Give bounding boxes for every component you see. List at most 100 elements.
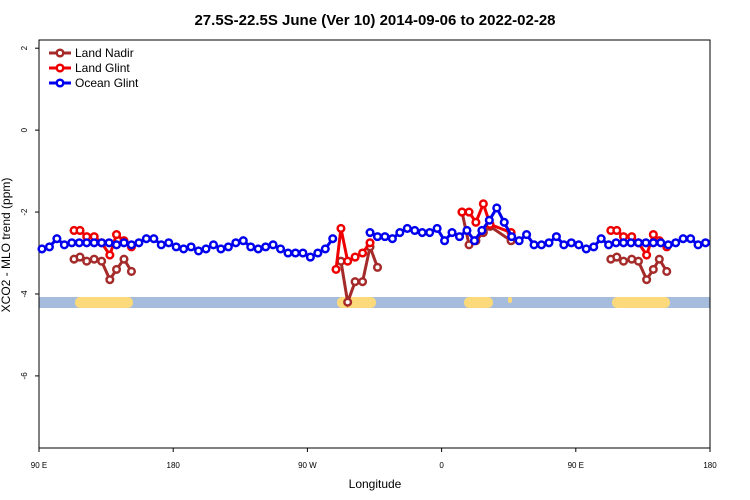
point	[186, 242, 196, 252]
point	[82, 238, 92, 248]
point	[648, 230, 658, 240]
point	[454, 232, 465, 242]
point	[365, 227, 375, 238]
point	[105, 275, 115, 285]
x-tick-label: 90 E	[31, 461, 47, 470]
point	[633, 238, 643, 248]
legend-marker	[55, 78, 65, 88]
y-tick-label: 2	[20, 45, 29, 50]
point	[104, 238, 114, 248]
point	[336, 223, 346, 233]
point	[387, 234, 397, 244]
point	[171, 242, 181, 252]
point	[440, 236, 450, 246]
point	[395, 227, 405, 238]
point	[447, 227, 457, 238]
point	[111, 230, 122, 240]
point	[89, 238, 99, 248]
point	[425, 227, 435, 238]
point	[464, 207, 474, 217]
point	[559, 240, 569, 250]
point	[544, 238, 554, 248]
point	[365, 238, 375, 248]
land-band	[612, 297, 670, 308]
point	[126, 266, 136, 276]
point	[119, 254, 129, 264]
y-axis-label: XCO2 - MLO trend (ppm)	[0, 178, 13, 313]
plot-frame	[38, 39, 711, 449]
legend-label: Land Glint	[75, 61, 130, 75]
point	[662, 266, 672, 276]
y-tick-label: -6	[20, 372, 29, 380]
point	[380, 232, 390, 242]
series-line	[73, 211, 669, 309]
point	[305, 252, 315, 262]
point	[402, 223, 412, 233]
point	[686, 234, 696, 244]
point	[432, 223, 442, 233]
legend-label: Land Nadir	[75, 46, 134, 60]
point	[141, 234, 151, 244]
point	[671, 238, 681, 248]
point	[208, 240, 219, 250]
point	[581, 244, 591, 254]
point	[417, 227, 427, 238]
point	[75, 225, 85, 236]
point	[179, 244, 189, 254]
point	[82, 256, 92, 266]
y-tick-label: 0	[20, 127, 29, 132]
point	[75, 252, 85, 262]
legend-marker	[55, 48, 65, 58]
point	[320, 244, 330, 254]
point	[693, 240, 703, 250]
point	[372, 262, 383, 272]
point	[290, 248, 301, 258]
point	[164, 238, 174, 248]
chart-title: 27.5S-22.5S June (Ver 10) 2014-09-06 to …	[194, 12, 555, 29]
point	[656, 238, 666, 248]
point	[499, 217, 509, 227]
point	[156, 240, 166, 250]
point	[105, 250, 115, 260]
point	[67, 238, 77, 248]
point	[246, 242, 256, 252]
point	[216, 244, 226, 254]
point	[59, 240, 69, 250]
point	[74, 238, 84, 248]
point	[231, 238, 241, 248]
point	[350, 252, 360, 262]
point	[478, 199, 488, 209]
point	[462, 225, 472, 236]
legend-marker	[55, 63, 65, 73]
point	[119, 238, 129, 248]
point	[372, 232, 383, 242]
point	[149, 234, 159, 244]
x-axis-label: Longitude	[349, 477, 402, 491]
point	[663, 240, 673, 250]
point	[626, 238, 636, 248]
point	[193, 246, 204, 256]
point	[642, 250, 652, 260]
land-band	[337, 297, 376, 308]
point	[268, 240, 278, 250]
point	[97, 256, 107, 266]
point	[574, 240, 584, 250]
point	[313, 248, 323, 258]
point	[641, 238, 651, 248]
point	[471, 217, 481, 227]
point	[44, 242, 54, 252]
point	[469, 236, 479, 246]
point	[529, 240, 539, 250]
point	[618, 238, 629, 248]
point	[358, 277, 368, 287]
point	[522, 230, 532, 240]
surface-band	[39, 297, 710, 308]
x-tick-label: 0	[439, 461, 444, 470]
point	[507, 232, 517, 242]
point	[678, 234, 688, 244]
point	[596, 234, 606, 244]
point	[604, 240, 614, 250]
x-tick-label: 180	[167, 461, 181, 470]
point	[514, 236, 524, 246]
